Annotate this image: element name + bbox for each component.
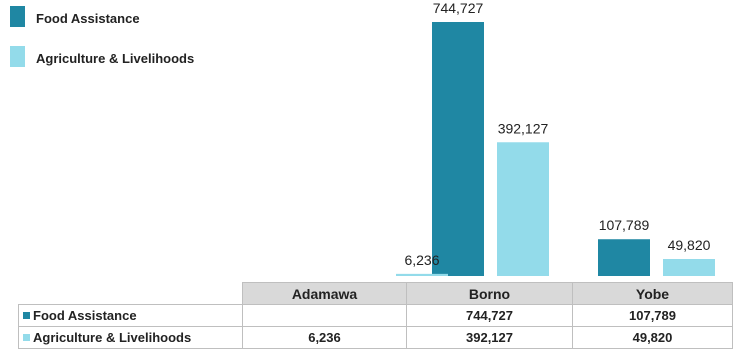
cell-agriculture-livelihoods-adamawa: 6,236 <box>242 326 407 349</box>
data-table: Adamawa Borno Yobe Food Assistance 744,7… <box>18 282 733 349</box>
bar-agriculture-livelihoods-borno <box>497 142 549 276</box>
data-label-agriculture-livelihoods-yobe: 49,820 <box>668 237 711 253</box>
data-label-agriculture-livelihoods-borno: 392,127 <box>498 120 549 136</box>
cell-food-assistance-yobe: 107,789 <box>572 304 733 327</box>
legend-label-food-assistance: Food Assistance <box>36 11 140 26</box>
cell-agriculture-livelihoods-borno: 392,127 <box>406 326 573 349</box>
row-label-text-food-assistance: Food Assistance <box>33 308 137 323</box>
cell-agriculture-livelihoods-yobe: 49,820 <box>572 326 733 349</box>
category-label-borno: Borno <box>406 282 573 305</box>
category-label-yobe: Yobe <box>572 282 733 305</box>
data-table-row-agriculture-livelihoods: Agriculture & Livelihoods 6,236 392,127 … <box>18 326 733 349</box>
data-table-corner <box>19 283 243 305</box>
bar-agriculture-livelihoods-yobe <box>663 259 715 276</box>
row-label-food-assistance: Food Assistance <box>18 304 243 327</box>
data-label-food-assistance-yobe: 107,789 <box>599 217 650 233</box>
category-label-adamawa: Adamawa <box>242 282 407 305</box>
data-table-header-row: Adamawa Borno Yobe <box>19 282 733 305</box>
bar-food-assistance-borno <box>432 22 484 276</box>
bar-food-assistance-yobe <box>598 239 650 276</box>
row-key-agriculture-livelihoods <box>23 334 30 341</box>
legend-swatch-food-assistance <box>10 6 25 27</box>
data-label-agriculture-livelihoods-adamawa: 6,236 <box>404 252 439 268</box>
bar-agriculture-livelihoods-adamawa <box>396 273 448 276</box>
row-key-food-assistance <box>23 312 30 319</box>
row-label-agriculture-livelihoods: Agriculture & Livelihoods <box>18 326 243 349</box>
row-label-text-agriculture-livelihoods: Agriculture & Livelihoods <box>33 330 192 345</box>
data-table-row-food-assistance: Food Assistance 744,727 107,789 <box>18 304 733 327</box>
data-label-food-assistance-borno: 744,727 <box>433 0 484 16</box>
cell-food-assistance-borno: 744,727 <box>406 304 573 327</box>
legend-swatch-agriculture-livelihoods <box>10 46 25 67</box>
cell-food-assistance-adamawa <box>242 304 407 327</box>
legend-label-agriculture-livelihoods: Agriculture & Livelihoods <box>36 51 195 66</box>
